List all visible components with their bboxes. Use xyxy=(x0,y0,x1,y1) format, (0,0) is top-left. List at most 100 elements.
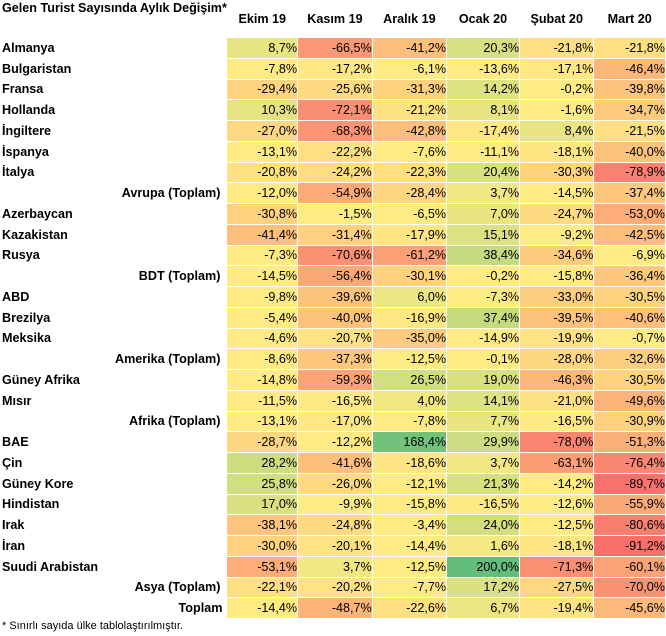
region-total-name: Afrika (Toplam) xyxy=(2,411,227,432)
value-cell: 29,9% xyxy=(446,431,521,453)
value-cell: -48,7% xyxy=(297,597,373,619)
value-cell: -21,5% xyxy=(593,120,666,142)
table-row: Hindistan 17,0% -9,9% -15,8% -16,5% -12,6% -55… xyxy=(2,493,666,516)
country-name: Güney Afrika xyxy=(2,369,227,391)
value-cell: -20,1% xyxy=(297,535,373,557)
value-cell: 26,5% xyxy=(371,369,448,391)
table-row: Azerbaycan -30,8% -1,5% -6,5% 7,0% -24,7% -53,… xyxy=(2,203,666,225)
table-row: Güney Afrika -14,8% -59,3% 26,5% 19,0% -46,3%… xyxy=(2,369,666,391)
value-cell: -72,1% xyxy=(297,99,373,121)
value-cell: -20,2% xyxy=(297,576,373,599)
value-cell: -30,9% xyxy=(593,410,666,433)
value-cell: -70,6% xyxy=(297,244,373,267)
value-cell: -1,6% xyxy=(519,99,595,121)
value-cell: -42,8% xyxy=(371,120,448,142)
country-name: Çin xyxy=(2,452,227,474)
value-cell: -19,4% xyxy=(519,597,595,619)
value-cell: -14,4% xyxy=(226,597,299,619)
value-cell: -6,9% xyxy=(593,244,666,267)
table-row: Mısır -11,5% -16,5% 4,0% 14,1% -21,0% -49,6% xyxy=(2,389,666,412)
value-cell: -22,3% xyxy=(371,161,448,184)
value-cell: -31,4% xyxy=(297,223,373,246)
value-cell: -11,1% xyxy=(446,140,521,163)
value-cell: -18,6% xyxy=(371,452,448,474)
value-cell: -54,9% xyxy=(297,182,373,204)
value-cell: -70,0% xyxy=(593,576,666,599)
value-cell: -12,5% xyxy=(371,555,448,578)
value-cell: -7,3% xyxy=(226,244,299,267)
value-cell: -27,0% xyxy=(226,120,299,142)
value-cell: 25,8% xyxy=(226,472,299,495)
value-cell: -20,7% xyxy=(297,327,373,350)
value-cell: -16,9% xyxy=(371,306,448,329)
value-cell: -41,2% xyxy=(371,37,448,59)
value-cell: 200,0% xyxy=(446,555,521,578)
country-name: Mısır xyxy=(2,390,227,411)
country-name: ABD xyxy=(2,286,227,308)
value-cell: -40,0% xyxy=(297,306,373,329)
value-cell: 168,4% xyxy=(371,431,448,453)
value-cell: -37,3% xyxy=(297,348,373,370)
value-cell: -46,4% xyxy=(593,57,666,80)
region-total-name: Amerika (Toplam) xyxy=(2,348,227,370)
value-cell: -71,3% xyxy=(519,555,595,578)
header-row: Gelen Turist Sayısında Aylık Değişim* Ek… xyxy=(2,1,666,38)
month-header: Mart 20 xyxy=(593,1,666,38)
value-cell: -21,8% xyxy=(519,37,595,59)
value-cell: -16,5% xyxy=(446,493,521,516)
country-name: İran xyxy=(2,535,227,557)
value-cell: -7,6% xyxy=(371,140,448,163)
grand-total-name: Toplam xyxy=(2,597,227,619)
value-cell: -20,8% xyxy=(226,161,299,184)
value-cell: 4,0% xyxy=(371,389,448,412)
value-cell: -30,0% xyxy=(226,535,299,557)
value-cell: -38,1% xyxy=(226,514,299,536)
value-cell: 17,0% xyxy=(226,493,299,516)
value-cell: -17,0% xyxy=(297,410,373,433)
value-cell: -6,1% xyxy=(371,57,448,80)
value-cell: -28,7% xyxy=(226,431,299,453)
table-row: Fransa -29,4% -25,6% -31,3% 14,2% -0,2% -39,8% xyxy=(2,78,666,101)
value-cell: -28,0% xyxy=(519,348,595,370)
value-cell: -24,7% xyxy=(519,203,595,225)
value-cell: 28,2% xyxy=(226,452,299,474)
table-row: İngiltere -27,0% -68,3% -42,8% -17,4% 8,4% -21… xyxy=(2,120,666,142)
value-cell: -13,1% xyxy=(226,140,299,163)
value-cell: -41,6% xyxy=(297,452,373,474)
value-cell: 3,7% xyxy=(297,555,373,578)
value-cell: -0,2% xyxy=(519,78,595,101)
value-cell: -59,3% xyxy=(297,369,373,391)
country-name: İtalya xyxy=(2,162,227,183)
table-row: Asya (Toplam) -22,1% -20,2% -7,7% 17,2% -27,5… xyxy=(2,576,666,599)
value-cell: -66,5% xyxy=(297,37,373,59)
value-cell: -12,1% xyxy=(371,472,448,495)
value-cell: 7,7% xyxy=(446,410,521,433)
table-row: ABD -9,8% -39,6% 6,0% -7,3% -33,0% -30,5% xyxy=(2,286,666,308)
value-cell: -40,0% xyxy=(593,140,666,163)
table-row: Suudi Arabistan -53,1% 3,7% -12,5% 200,0% -71… xyxy=(2,555,666,578)
table-row: Rusya -7,3% -70,6% -61,2% 38,4% -34,6% -6,9% xyxy=(2,244,666,267)
value-cell: -46,3% xyxy=(519,369,595,391)
value-cell: 1,6% xyxy=(446,535,521,557)
value-cell: -30,8% xyxy=(226,203,299,225)
value-cell: 17,2% xyxy=(446,576,521,599)
value-cell: 37,4% xyxy=(446,306,521,329)
value-cell: -39,5% xyxy=(519,306,595,329)
region-total-name: Asya (Toplam) xyxy=(2,577,227,598)
value-cell: -7,8% xyxy=(371,410,448,433)
value-cell: -16,5% xyxy=(297,389,373,412)
value-cell: -18,1% xyxy=(519,140,595,163)
value-cell: -60,1% xyxy=(593,555,666,578)
value-cell: -1,5% xyxy=(297,203,373,225)
value-cell: -17,4% xyxy=(446,120,521,142)
value-cell: -4,6% xyxy=(226,327,299,350)
country-name: Fransa xyxy=(2,79,227,100)
value-cell: -14,4% xyxy=(371,535,448,557)
table-row: Brezilya -5,4% -40,0% -16,9% 37,4% -39,5% -40,… xyxy=(2,306,666,329)
value-cell: -9,9% xyxy=(297,493,373,516)
table-row: Irak -38,1% -24,8% -3,4% 24,0% -12,5% -80,6% xyxy=(2,514,666,536)
value-cell: -12,5% xyxy=(371,348,448,370)
table-row: BDT (Toplam) -14,5% -56,4% -30,1% -0,2% -15,8… xyxy=(2,265,666,287)
value-cell: -17,2% xyxy=(297,57,373,80)
